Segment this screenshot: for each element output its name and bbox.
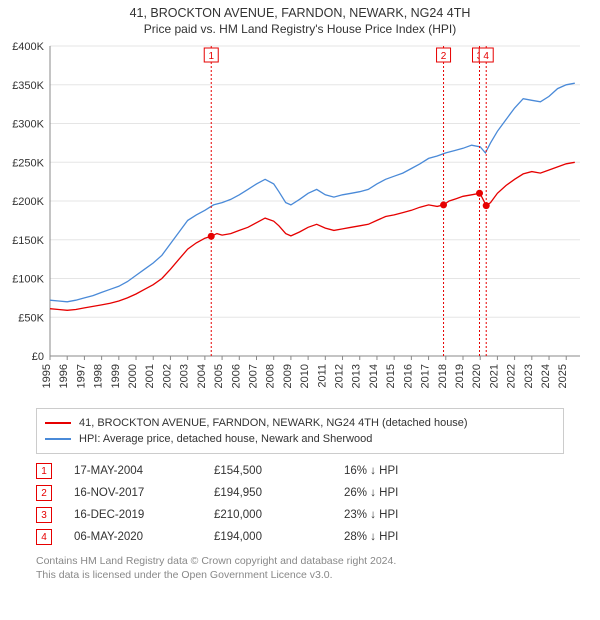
svg-text:£400K: £400K [12,41,44,53]
tx-marker-box: 3 [36,507,52,523]
svg-text:£150K: £150K [12,235,44,247]
legend-item-property: 41, BROCKTON AVENUE, FARNDON, NEWARK, NG… [45,415,555,431]
tx-date: 17-MAY-2004 [74,465,214,477]
tx-delta: 26% ↓ HPI [344,487,398,499]
svg-text:2008: 2008 [265,364,277,388]
svg-text:2012: 2012 [334,364,346,388]
tx-delta: 23% ↓ HPI [344,509,398,521]
svg-text:2000: 2000 [127,364,139,388]
svg-text:2015: 2015 [385,364,397,388]
svg-text:2014: 2014 [368,364,380,388]
chart-svg: £0 £50K £100K £150K £200K £250K £300K £350K £400… [0,40,600,400]
svg-text:£200K: £200K [12,196,44,208]
svg-text:2: 2 [441,51,447,62]
legend-label: 41, BROCKTON AVENUE, FARNDON, NEWARK, NG… [79,415,468,431]
chart-area: £0 £50K £100K £150K £200K £250K £300K £350K £400… [0,40,600,400]
svg-text:£100K: £100K [12,274,44,286]
tx-delta: 16% ↓ HPI [344,465,398,477]
transactions-table: 1 17-MAY-2004 £154,500 16% ↓ HPI 2 16-NO… [36,460,564,548]
tx-delta: 28% ↓ HPI [344,531,398,543]
legend-swatch [45,438,71,440]
svg-text:2002: 2002 [161,364,173,388]
svg-text:2016: 2016 [402,364,414,388]
tx-price: £210,000 [214,509,344,521]
tx-date: 06-MAY-2020 [74,531,214,543]
svg-text:£300K: £300K [12,119,44,131]
table-row: 4 06-MAY-2020 £194,000 28% ↓ HPI [36,526,564,548]
svg-text:2003: 2003 [179,364,191,388]
legend-box: 41, BROCKTON AVENUE, FARNDON, NEWARK, NG… [36,408,564,454]
footer-attribution: Contains HM Land Registry data © Crown c… [36,554,564,582]
svg-text:2021: 2021 [488,364,500,388]
svg-text:1997: 1997 [75,364,87,388]
svg-text:1995: 1995 [41,364,53,388]
legend-item-hpi: HPI: Average price, detached house, Newa… [45,431,555,447]
table-row: 3 16-DEC-2019 £210,000 23% ↓ HPI [36,504,564,526]
svg-text:2022: 2022 [506,364,518,388]
chart-titles: 41, BROCKTON AVENUE, FARNDON, NEWARK, NG… [0,0,600,36]
svg-text:2013: 2013 [351,364,363,388]
legend-swatch [45,422,71,424]
table-row: 1 17-MAY-2004 £154,500 16% ↓ HPI [36,460,564,482]
svg-text:2010: 2010 [299,364,311,388]
svg-text:£250K: £250K [12,157,44,169]
svg-text:2001: 2001 [144,364,156,388]
footer-line1: Contains HM Land Registry data © Crown c… [36,554,564,568]
svg-text:4: 4 [483,51,489,62]
svg-text:2011: 2011 [316,364,328,388]
tx-marker-box: 4 [36,529,52,545]
svg-text:2020: 2020 [471,364,483,388]
svg-text:1: 1 [208,51,214,62]
title-subtitle: Price paid vs. HM Land Registry's House … [0,22,600,36]
title-address: 41, BROCKTON AVENUE, FARNDON, NEWARK, NG… [0,6,600,20]
svg-text:2017: 2017 [420,364,432,388]
svg-text:2025: 2025 [557,364,569,388]
tx-marker-box: 2 [36,485,52,501]
tx-marker-box: 1 [36,463,52,479]
svg-text:2009: 2009 [282,364,294,388]
svg-text:1996: 1996 [58,364,70,388]
tx-date: 16-NOV-2017 [74,487,214,499]
svg-text:2007: 2007 [247,364,259,388]
table-row: 2 16-NOV-2017 £194,950 26% ↓ HPI [36,482,564,504]
svg-text:£50K: £50K [18,312,44,324]
svg-text:1999: 1999 [110,364,122,388]
svg-text:2019: 2019 [454,364,466,388]
tx-date: 16-DEC-2019 [74,509,214,521]
tx-price: £194,950 [214,487,344,499]
svg-text:£0: £0 [32,351,44,363]
svg-text:£350K: £350K [12,80,44,92]
svg-text:2023: 2023 [523,364,535,388]
svg-text:2018: 2018 [437,364,449,388]
tx-price: £194,000 [214,531,344,543]
svg-text:1998: 1998 [93,364,105,388]
svg-text:2024: 2024 [540,364,552,388]
footer-line2: This data is licensed under the Open Gov… [36,568,564,582]
svg-text:2006: 2006 [230,364,242,388]
tx-price: £154,500 [214,465,344,477]
svg-text:2005: 2005 [213,364,225,388]
legend-label: HPI: Average price, detached house, Newa… [79,431,372,447]
svg-text:2004: 2004 [196,364,208,388]
